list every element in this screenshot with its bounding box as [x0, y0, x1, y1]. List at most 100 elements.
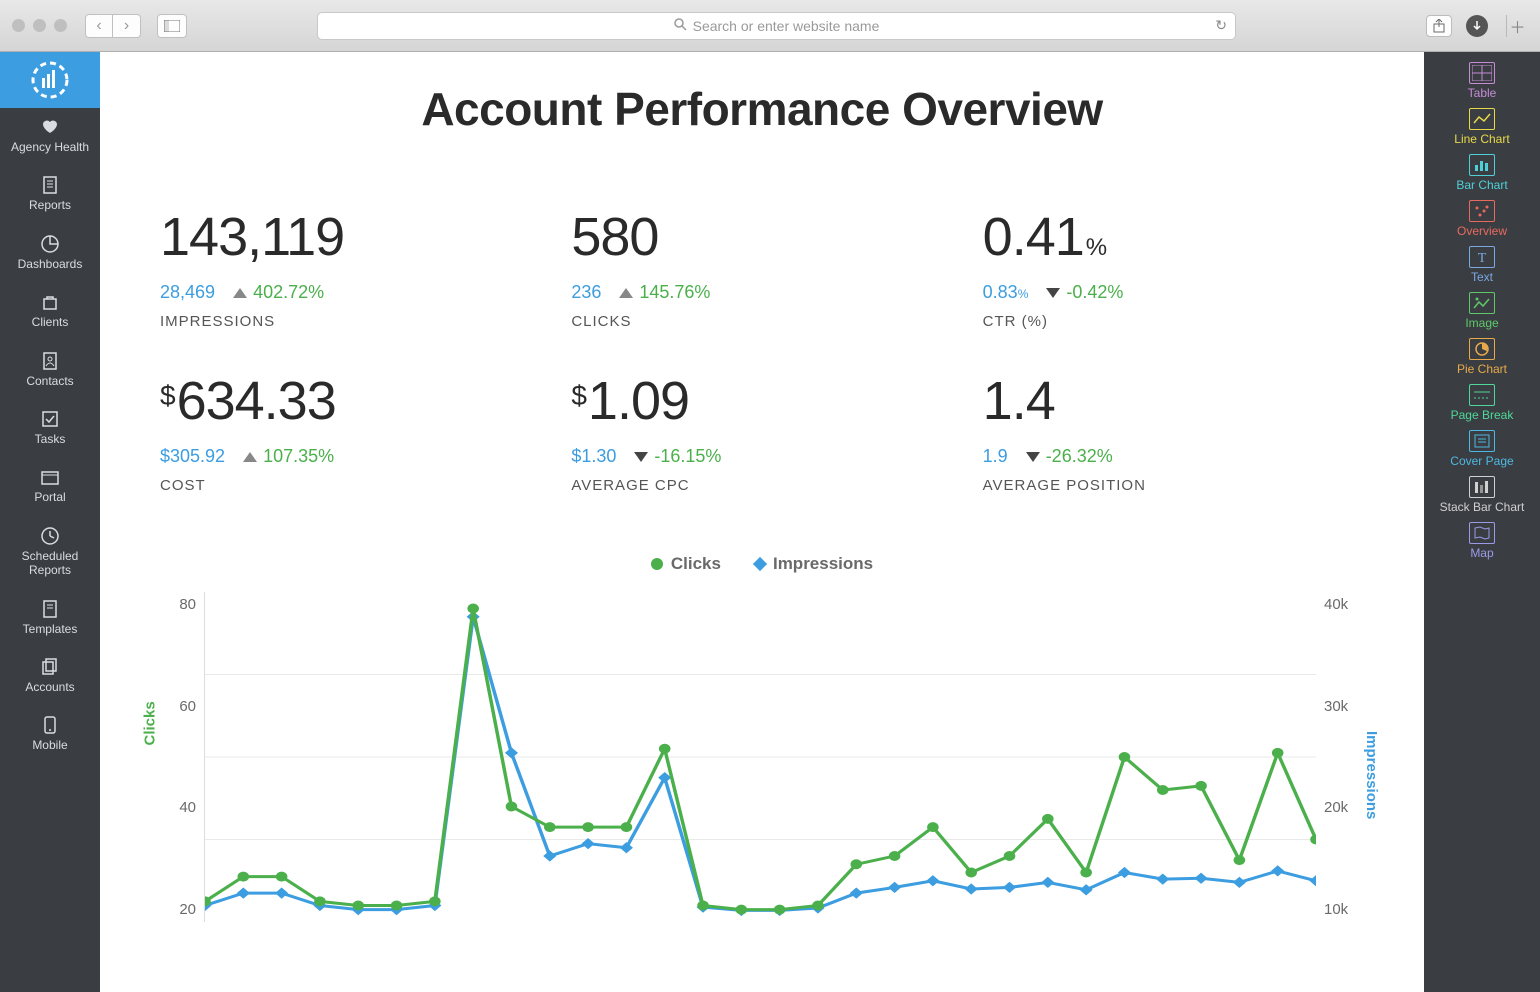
kpi-value: 0.41% [983, 206, 1364, 268]
widget-icon: T [1469, 246, 1495, 268]
widget-label: Overview [1457, 224, 1507, 238]
kpi-previous: 28,469 [160, 282, 215, 303]
sidebar-icon [41, 176, 59, 194]
widget-pie-chart[interactable]: Pie Chart [1440, 336, 1525, 382]
widget-bar-chart[interactable]: Bar Chart [1440, 152, 1525, 198]
main-content: Account Performance Overview 143,11928,4… [100, 52, 1424, 992]
minimize-window-icon[interactable] [33, 19, 46, 32]
legend-impressions-marker [753, 557, 767, 571]
kpi-ctr-: 0.41%0.83% -0.42%CTR (%) [983, 206, 1364, 330]
forward-button[interactable]: › [113, 14, 141, 38]
downloads-button[interactable] [1466, 15, 1488, 37]
widget-overview[interactable]: Overview [1440, 198, 1525, 244]
right-sidebar: Table Line Chart Bar Chart Overview TText Ima… [1424, 52, 1540, 992]
app-logo[interactable] [0, 52, 100, 108]
y-axis-left: 80604020 [160, 592, 204, 922]
legend-clicks[interactable]: Clicks [651, 554, 721, 574]
browser-toolbar: ‹ › Search or enter website name ↻ ＋ [0, 0, 1540, 52]
widget-label: Pie Chart [1457, 362, 1507, 376]
widget-icon [1469, 108, 1495, 130]
sidebar-item-mobile[interactable]: Mobile [0, 706, 100, 764]
sidebar-icon [41, 527, 59, 545]
sidebar-icon [41, 235, 59, 253]
kpi-label: CLICKS [571, 313, 952, 330]
page-title: Account Performance Overview [160, 82, 1364, 136]
close-window-icon[interactable] [12, 19, 25, 32]
kpi-value: $634.33 [160, 370, 541, 432]
y-axis-left-label: Clicks [142, 701, 159, 745]
widget-line-chart[interactable]: Line Chart [1440, 106, 1525, 152]
widget-label: Bar Chart [1456, 178, 1507, 192]
svg-text:T: T [1478, 251, 1487, 265]
reload-icon[interactable]: ↻ [1215, 17, 1227, 34]
kpi-previous: 1.9 [983, 446, 1008, 467]
sidebar-icon [41, 468, 59, 486]
widget-stack-bar-chart[interactable]: Stack Bar Chart [1440, 474, 1525, 520]
chart-plot-area[interactable] [204, 592, 1316, 922]
sidebar-item-templates[interactable]: Templates [0, 590, 100, 648]
widget-image[interactable]: Image [1440, 290, 1525, 336]
sidebar-item-clients[interactable]: Clients [0, 283, 100, 341]
sidebar-item-tasks[interactable]: Tasks [0, 400, 100, 458]
back-button[interactable]: ‹ [85, 14, 113, 38]
y-axis-right-label: Impressions [1363, 731, 1380, 819]
zoom-window-icon[interactable] [54, 19, 67, 32]
sidebar-icon [41, 293, 59, 311]
kpi-value: 580 [571, 206, 952, 268]
window-controls[interactable] [12, 19, 67, 32]
kpi-previous: 236 [571, 282, 601, 303]
sidebar-icon [41, 716, 59, 734]
sidebar-item-label: Tasks [35, 432, 66, 446]
widget-text[interactable]: TText [1440, 244, 1525, 290]
kpi-delta: -16.15% [634, 446, 721, 467]
legend-impressions[interactable]: Impressions [755, 554, 873, 574]
sidebar-toggle-button[interactable] [157, 14, 187, 38]
widget-icon [1469, 338, 1495, 360]
widget-table[interactable]: Table [1440, 60, 1525, 106]
sidebar-item-agency-health[interactable]: Agency Health [0, 108, 100, 166]
left-sidebar: Agency Health Reports DashboardsClientsCon… [0, 52, 100, 992]
widget-map[interactable]: Map [1440, 520, 1525, 566]
sidebar-item-label: Agency Health [11, 140, 89, 154]
y-axis-right: 40k30k20k10k [1316, 592, 1364, 922]
sidebar-icon [41, 410, 59, 428]
sidebar-item-label: Portal [34, 490, 65, 504]
sidebar-item-dashboards[interactable]: Dashboards [0, 225, 100, 283]
widget-label: Image [1465, 316, 1498, 330]
widget-icon [1469, 154, 1495, 176]
new-tab-button[interactable]: ＋ [1506, 15, 1528, 37]
sidebar-item-portal[interactable]: Portal [0, 458, 100, 516]
share-button[interactable] [1426, 15, 1452, 37]
widget-page-break[interactable]: Page Break [1440, 382, 1525, 428]
address-bar-placeholder: Search or enter website name [693, 18, 880, 34]
sidebar-icon [41, 658, 59, 676]
sidebar-item-scheduled-reports[interactable]: Scheduled Reports [0, 517, 100, 590]
sidebar-item-label: Reports [29, 198, 71, 212]
legend-clicks-marker [651, 558, 663, 570]
kpi-value: 1.4 [983, 370, 1364, 432]
widget-icon [1469, 292, 1495, 314]
widget-icon [1469, 476, 1495, 498]
widget-icon [1469, 430, 1495, 452]
sidebar-item-reports[interactable]: Reports [0, 166, 100, 224]
kpi-previous: $305.92 [160, 446, 225, 467]
sidebar-item-contacts[interactable]: Contacts [0, 342, 100, 400]
chart-legend: Clicks Impressions [160, 554, 1364, 574]
sidebar-item-label: Templates [23, 622, 78, 636]
kpi-impressions: 143,11928,469 402.72%IMPRESSIONS [160, 206, 541, 330]
kpi-previous: 0.83% [983, 282, 1029, 303]
sidebar-item-accounts[interactable]: Accounts [0, 648, 100, 706]
kpi-average-position: 1.41.9 -26.32%AVERAGE POSITION [983, 370, 1364, 494]
performance-chart: Clicks Impressions Clicks Impressions 80… [160, 554, 1364, 922]
sidebar-item-label: Accounts [25, 680, 74, 694]
kpi-average-cpc: $1.09$1.30 -16.15%AVERAGE CPC [571, 370, 952, 494]
widget-label: Stack Bar Chart [1440, 500, 1525, 514]
kpi-delta: 145.76% [619, 282, 710, 303]
widget-label: Line Chart [1454, 132, 1509, 146]
legend-clicks-label: Clicks [671, 554, 721, 574]
sidebar-icon [41, 118, 59, 136]
kpi-delta: -26.32% [1026, 446, 1113, 467]
sidebar-item-label: Mobile [32, 738, 67, 752]
address-bar[interactable]: Search or enter website name ↻ [317, 12, 1236, 40]
widget-cover-page[interactable]: Cover Page [1440, 428, 1525, 474]
